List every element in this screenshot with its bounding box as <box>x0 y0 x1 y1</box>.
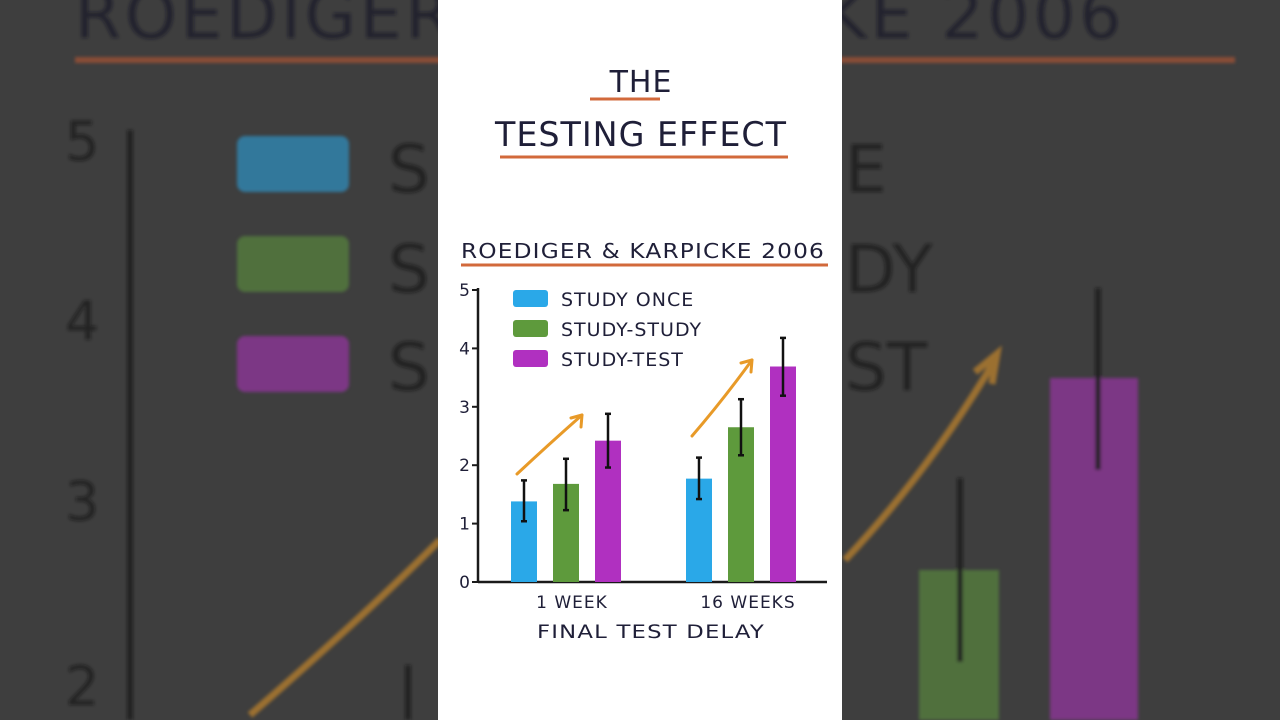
legend-swatch <box>513 320 548 337</box>
heading-line-1: THE <box>609 65 673 100</box>
y-tick-label: 3 <box>459 398 471 418</box>
legend-label: STUDY ONCE <box>561 289 694 311</box>
svg-text:3: 3 <box>65 470 99 533</box>
y-tick-label: 1 <box>459 515 471 535</box>
legend-swatch <box>513 290 548 307</box>
x-category-label: 1 WEEK <box>536 593 608 613</box>
svg-text:S: S <box>388 329 430 406</box>
trend-arrows <box>515 358 754 476</box>
bars <box>511 336 796 582</box>
svg-text:S: S <box>388 131 430 208</box>
legend-label: STUDY-STUDY <box>561 319 702 341</box>
legend-label: STUDY-TEST <box>561 349 684 371</box>
bar <box>770 366 796 582</box>
y-tick-label: 5 <box>459 281 471 301</box>
y-tick-label: 2 <box>459 456 471 476</box>
svg-text:4: 4 <box>65 290 99 353</box>
chart-title: ROEDIGER & KARPICKE 2006 <box>461 239 825 263</box>
y-ticks: 0 1 2 3 4 5 <box>459 281 478 593</box>
x-category-labels: 1 WEEK 16 WEEKS <box>536 593 795 613</box>
svg-text:DY: DY <box>845 231 933 308</box>
heading-line-2: TESTING EFFECT <box>494 115 787 155</box>
x-axis-label: FINAL TEST DELAY <box>537 621 765 643</box>
trend-arrow-head <box>569 413 584 429</box>
svg-text:E: E <box>845 131 887 208</box>
figure-panel: THE TESTING EFFECT ROEDIGER & KARPICKE 2… <box>438 0 842 720</box>
svg-text:S: S <box>388 231 430 308</box>
svg-text:ST: ST <box>845 329 928 406</box>
y-tick-label: 4 <box>459 339 471 359</box>
legend-swatch <box>513 350 548 367</box>
svg-text:5: 5 <box>65 110 99 173</box>
legend: STUDY ONCE STUDY-STUDY STUDY-TEST <box>513 289 702 371</box>
trend-arrow <box>690 358 754 438</box>
svg-text:2: 2 <box>65 655 99 718</box>
trend-arrow-head <box>739 358 754 374</box>
trend-arrow <box>515 413 584 476</box>
y-tick-label: 0 <box>459 573 471 593</box>
testing-effect-figure: THE TESTING EFFECT ROEDIGER & KARPICKE 2… <box>459 65 828 643</box>
x-category-label: 16 WEEKS <box>700 593 795 613</box>
